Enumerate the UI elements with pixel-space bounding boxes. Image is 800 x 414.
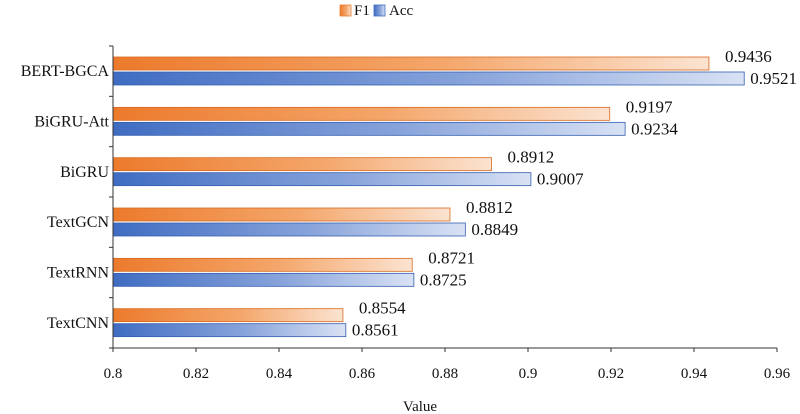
category-label-textrnn: TextRNN (47, 265, 109, 282)
category-label-textgcn: TextGCN (47, 214, 109, 231)
bar-acc-textgcn (112, 222, 466, 237)
legend-swatch-f1 (339, 4, 352, 17)
x-tick-label: 0.84 (266, 366, 293, 382)
bar-acc-bert-bgca (112, 71, 745, 86)
legend-swatch-acc (373, 4, 386, 17)
legend-label-acc: Acc (389, 3, 413, 19)
category-label-bigru: BiGRU (60, 164, 109, 181)
bar-f1-textcnn (112, 308, 344, 323)
data-label-f1-bigru: 0.8912 (507, 148, 554, 167)
data-label-acc-textcnn: 0.8561 (352, 321, 399, 340)
x-tick-label: 0.9 (519, 366, 538, 382)
x-axis-title: Value (403, 399, 437, 414)
x-tick-label: 0.96 (764, 366, 791, 382)
data-label-acc-bert-bgca: 0.9521 (750, 69, 797, 88)
plot-area: 0.9436 0.9521 0.9197 0.9234 0.8912 0.9007 0.88… (112, 47, 797, 340)
bar-acc-bigru-att (112, 121, 626, 136)
x-tick-label: 0.88 (432, 366, 458, 382)
data-label-acc-bigru: 0.9007 (537, 170, 584, 189)
x-tick-label: 0.82 (183, 366, 209, 382)
bar-f1-bert-bgca (112, 56, 710, 71)
legend: F1 Acc (339, 3, 413, 19)
data-label-f1-textcnn: 0.8554 (359, 299, 406, 318)
bar-acc-bigru (112, 172, 532, 187)
bar-f1-bigru (112, 157, 492, 172)
bar-acc-textrnn (112, 272, 415, 287)
x-axis: 0.8 0.82 0.84 0.86 0.88 0.9 0.92 0.94 0.96 (104, 347, 791, 382)
bar-f1-textrnn (112, 257, 413, 272)
y-axis: BERT-BGCA BiGRU-Att BiGRU TextGCN TextRNN Tex… (21, 45, 114, 349)
bar-acc-textcnn (112, 323, 347, 338)
bar-f1-textgcn (112, 207, 451, 222)
x-tick-label: 0.8 (104, 366, 123, 382)
legend-label-f1: F1 (354, 3, 370, 19)
data-label-f1-bigru-att: 0.9197 (626, 97, 673, 116)
x-tick-label: 0.86 (349, 366, 376, 382)
category-label-bert-bgca: BERT-BGCA (21, 63, 110, 80)
category-label-textcnn: TextCNN (47, 315, 109, 332)
category-label-bigru-att: BiGRU-Att (34, 114, 109, 131)
data-label-f1-bert-bgca: 0.9436 (725, 47, 772, 66)
data-label-acc-textrnn: 0.8725 (420, 270, 467, 289)
bar-f1-bigru-att (112, 106, 611, 121)
data-label-acc-textgcn: 0.8849 (471, 220, 518, 239)
x-tick-label: 0.94 (681, 366, 708, 382)
data-label-f1-textrnn: 0.8721 (428, 248, 475, 267)
data-label-acc-bigru-att: 0.9234 (631, 119, 678, 138)
data-label-f1-textgcn: 0.8812 (466, 198, 513, 217)
x-tick-label: 0.92 (598, 366, 624, 382)
